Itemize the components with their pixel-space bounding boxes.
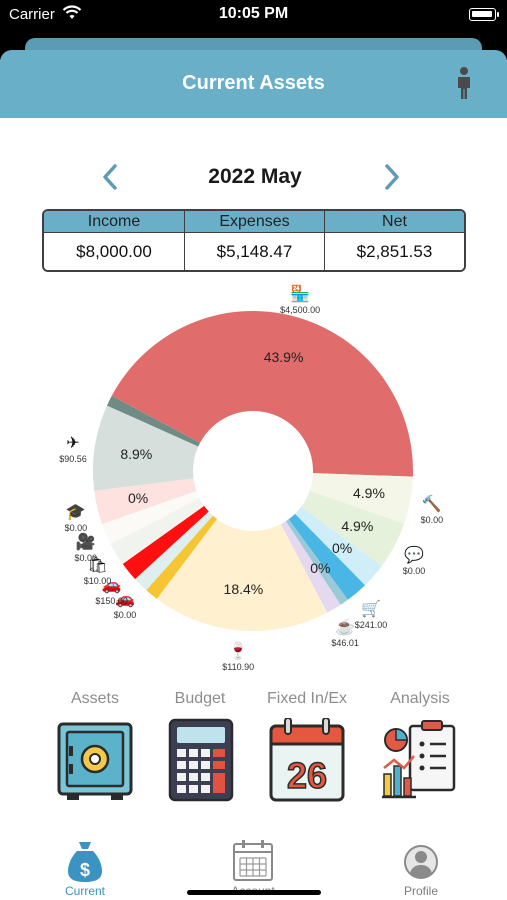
donut-slice-5[interactable] xyxy=(285,519,348,605)
slice-percent-label: 43.9% xyxy=(263,349,304,366)
slice-amount-label: $46.01 xyxy=(331,637,359,648)
donut-slice-13[interactable] xyxy=(94,478,197,525)
slice-amount-label: $0.00 xyxy=(420,514,444,525)
slice-percent-label: 4.9% xyxy=(341,518,374,535)
battery-icon xyxy=(469,8,499,21)
feature-assets-label: Assets xyxy=(70,690,119,707)
slice-amount-label: $150.00 xyxy=(95,595,128,606)
slice-percent-label: 0% xyxy=(310,559,331,576)
tab-current-label: Current xyxy=(64,884,105,898)
carrier-label: Carrier xyxy=(9,6,55,23)
bag-icon: 🛍 xyxy=(87,556,108,574)
camera-icon: 🎥 xyxy=(75,533,96,551)
slice-amount-label: $110.90 xyxy=(222,662,255,673)
svg-text:$: $ xyxy=(80,860,90,880)
nav-header: Current Assets xyxy=(0,50,507,118)
chevron-right-icon[interactable] xyxy=(380,162,404,192)
income-value: $8,000.00 xyxy=(44,233,184,270)
profile-avatar-icon xyxy=(404,845,438,879)
donut-slice-14[interactable] xyxy=(93,405,199,491)
clock: 10:05 PM xyxy=(218,5,289,22)
slice-percent-label: 8.9% xyxy=(120,445,153,462)
coffee-icon: ☕ xyxy=(335,618,356,636)
donut-slice-6[interactable] xyxy=(280,521,341,613)
analysis-chart-icon[interactable] xyxy=(380,718,460,804)
feature-assets[interactable]: Assets xyxy=(45,690,145,800)
donut-slice-10[interactable] xyxy=(122,505,209,580)
donut-svg xyxy=(93,311,413,631)
donut-slice-15[interactable] xyxy=(106,395,201,447)
slice-percent-label: 0% xyxy=(128,490,149,506)
donut-slice-7[interactable] xyxy=(156,518,328,631)
page-title: Current Assets xyxy=(182,72,325,94)
feature-analysis-label: Analysis xyxy=(390,690,450,707)
calculator-icon[interactable] xyxy=(160,718,240,804)
slice-amount-label: $0.00 xyxy=(113,610,137,621)
slice-percent-label: 18.4% xyxy=(223,580,264,597)
slice-amount-label: $0.00 xyxy=(402,565,426,576)
car-icon: 🚗 xyxy=(101,576,122,594)
graduation-icon: 🎓 xyxy=(65,503,86,521)
feature-fixed-label: Fixed In/Ex xyxy=(266,690,348,707)
expenses-value: $5,148.47 xyxy=(184,233,324,270)
plane-icon: ✈ xyxy=(66,435,80,453)
feature-budget[interactable]: Budget xyxy=(150,690,250,802)
donut-slice-8[interactable] xyxy=(146,515,217,599)
slice-percent-label: 0% xyxy=(331,540,353,557)
donut-slice-3[interactable] xyxy=(295,506,382,586)
donut-slice-0[interactable] xyxy=(111,311,413,477)
income-header: Income xyxy=(44,211,184,233)
store-icon: 🏪 xyxy=(290,286,311,304)
calendar-grid-icon xyxy=(233,840,273,881)
calendar-day: 26 xyxy=(287,755,327,796)
expense-donut-chart[interactable]: 43.9% 🏪 $4,500.00 4.9% 🔨 $0.00 4.9% 💬 $0.00 0% 🛒 $2… xyxy=(0,280,507,680)
slice-amount-label: $241.00 xyxy=(354,619,388,630)
money-bag-icon: $ xyxy=(68,842,102,882)
bottle-icon: 🍷 xyxy=(228,643,249,661)
slice-amount-label: $90.56 xyxy=(59,454,87,465)
feature-analysis[interactable]: Analysis xyxy=(370,690,470,799)
donut-slice-9[interactable] xyxy=(135,511,213,591)
cart-icon: 🛒 xyxy=(361,600,381,618)
donut-slice-1[interactable] xyxy=(309,473,413,524)
tab-profile-label: Profile xyxy=(403,884,438,898)
feature-budget-label: Budget xyxy=(174,690,226,707)
slice-amount-label: $0.00 xyxy=(64,522,88,533)
home-indicator xyxy=(187,890,321,895)
wifi-icon xyxy=(62,5,82,19)
summary-table: Income Expenses Net $8,000.00 $5,148.47 … xyxy=(42,209,466,272)
slice-percent-label: 4.9% xyxy=(353,484,385,501)
net-value: $2,851.53 xyxy=(324,233,464,270)
donut-slice-12[interactable] xyxy=(102,490,200,544)
slice-amount-label: $10.00 xyxy=(83,575,112,586)
calendar-icon[interactable]: 26 xyxy=(267,718,347,804)
chevron-left-icon[interactable] xyxy=(98,162,122,192)
expenses-header: Expenses xyxy=(184,211,324,233)
person-icon[interactable] xyxy=(452,66,476,100)
safe-icon[interactable] xyxy=(55,718,135,804)
feature-fixed[interactable]: Fixed In/Ex 26 xyxy=(257,690,357,802)
donut-slice-11[interactable] xyxy=(110,498,205,564)
slice-amount-label: $0.00 xyxy=(74,552,98,563)
donut-slice-2[interactable] xyxy=(301,490,405,566)
hammer-icon: 🔨 xyxy=(421,495,442,513)
status-bar: Carrier 10:05 PM xyxy=(0,0,507,30)
slice-amount-label: $4,500.00 xyxy=(280,305,321,316)
month-label: 2022 May xyxy=(208,165,302,188)
donut-slice-4[interactable] xyxy=(288,513,366,600)
net-header: Net xyxy=(324,211,464,233)
chat-icon: 💬 xyxy=(403,546,424,564)
car-icon: 🚗 xyxy=(115,591,136,609)
